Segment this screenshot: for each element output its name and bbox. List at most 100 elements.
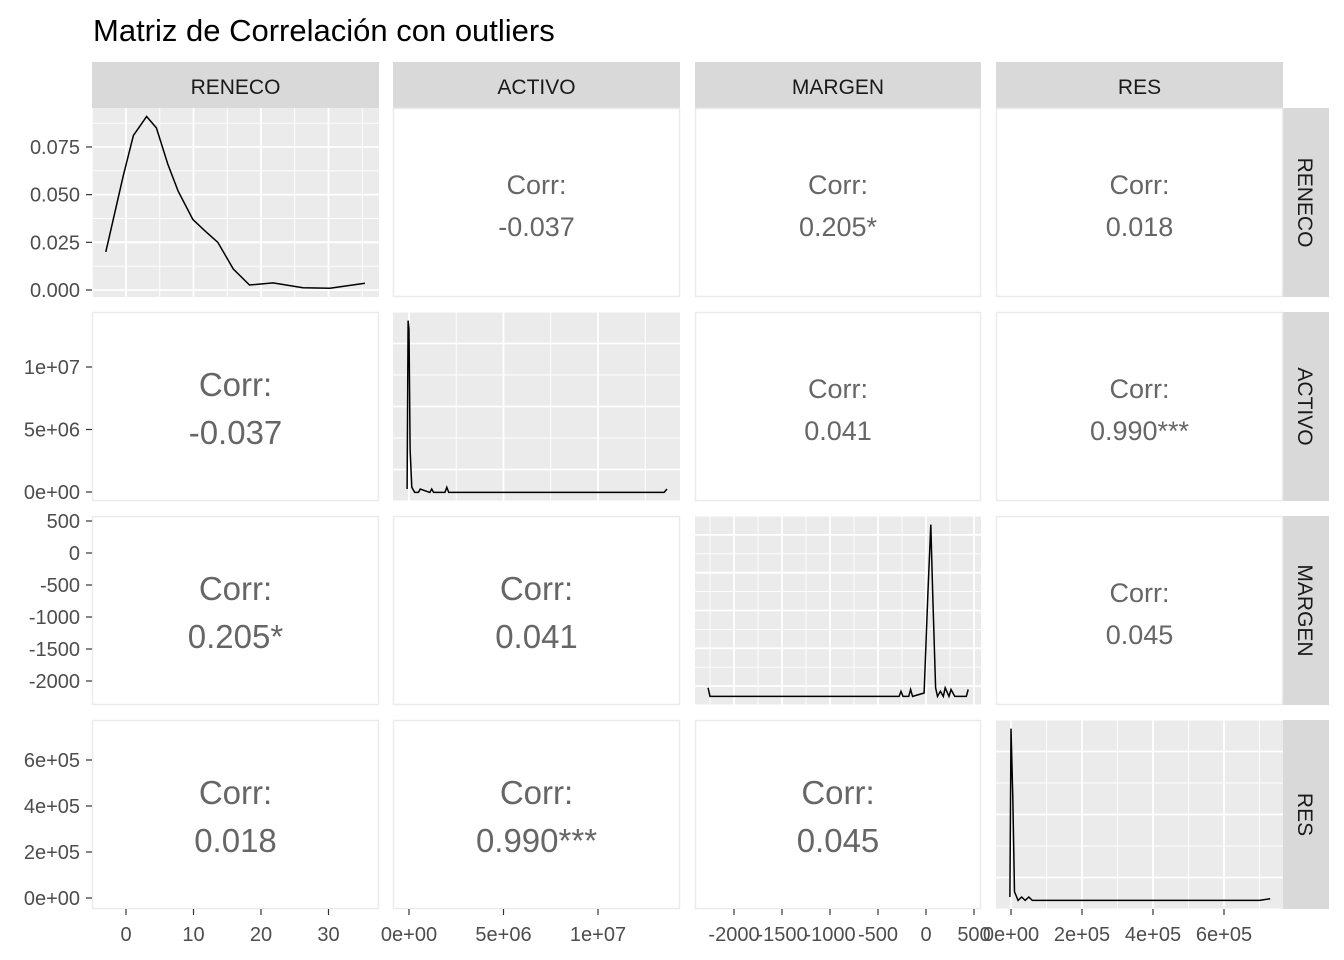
panel-activo-margen: Corr: 0.041 bbox=[694, 311, 982, 502]
strip-top-label-margen: MARGEN bbox=[792, 76, 884, 99]
y-tick-label: 500 bbox=[47, 511, 80, 533]
x-tick-label: -1500 bbox=[756, 924, 807, 946]
y-tick-label: 4e+05 bbox=[24, 796, 80, 818]
corr-label: Corr: bbox=[801, 774, 874, 811]
corr-value: 0.041 bbox=[804, 416, 872, 446]
panel-res-res bbox=[996, 719, 1283, 910]
y-tick-label: 0.000 bbox=[30, 280, 80, 302]
panel-background bbox=[392, 719, 681, 910]
panel-background bbox=[92, 108, 379, 297]
corr-value: 0.205* bbox=[799, 212, 878, 242]
corr-label: Corr: bbox=[808, 374, 868, 404]
y-tick-label: 0e+00 bbox=[24, 482, 80, 504]
strip-top-label-reneco: RENECO bbox=[191, 76, 281, 99]
strip-top-label-activo: ACTIVO bbox=[497, 76, 575, 99]
panel-res-activo: Corr: 0.990*** bbox=[392, 719, 681, 910]
strip-top-label-res: RES bbox=[1118, 76, 1161, 99]
y-tick-label: 0.075 bbox=[30, 137, 80, 159]
corr-label: Corr: bbox=[1110, 578, 1170, 608]
panel-reneco-res: Corr: 0.018 bbox=[995, 107, 1284, 298]
panel-background bbox=[995, 515, 1284, 706]
panel-background bbox=[995, 311, 1284, 502]
x-tick-label: 5e+06 bbox=[475, 924, 531, 946]
x-tick-label: 4e+05 bbox=[1125, 924, 1181, 946]
x-tick-label: 2e+05 bbox=[1054, 924, 1110, 946]
y-tick-label: 0 bbox=[69, 543, 80, 565]
x-tick-label: -500 bbox=[858, 924, 898, 946]
x-tick-label: 0e+00 bbox=[983, 924, 1039, 946]
panel-reneco-margen: Corr: 0.205* bbox=[694, 107, 982, 298]
corr-value: -0.037 bbox=[189, 414, 283, 451]
x-tick-label: 30 bbox=[317, 924, 339, 946]
panel-reneco-reneco bbox=[91, 108, 379, 297]
panel-margen-margen bbox=[695, 515, 981, 706]
density-line-activo bbox=[406, 320, 668, 494]
y-tick-label: -1000 bbox=[29, 607, 80, 629]
y-tick-label: 5e+06 bbox=[24, 420, 80, 442]
strip-right-label-activo: ACTIVO bbox=[1293, 367, 1316, 445]
y-tick-label: -500 bbox=[40, 575, 80, 597]
x-tick-label: -1000 bbox=[804, 924, 855, 946]
x-tick-label: -2000 bbox=[708, 924, 759, 946]
strip-top-margen bbox=[695, 62, 981, 108]
x-tick-label: 6e+05 bbox=[1196, 924, 1252, 946]
panel-background bbox=[91, 311, 380, 502]
y-tick-label: 1e+07 bbox=[24, 357, 80, 379]
y-tick-label: 6e+05 bbox=[24, 750, 80, 772]
y-tick-label: 0e+00 bbox=[24, 888, 80, 910]
panel-res-reneco: Corr: 0.018 bbox=[91, 719, 380, 910]
x-tick-label: 0 bbox=[920, 924, 931, 946]
corr-label: Corr: bbox=[199, 570, 272, 607]
panel-background bbox=[694, 107, 982, 298]
corr-label: Corr: bbox=[1110, 374, 1170, 404]
x-tick-label: 1e+07 bbox=[570, 924, 626, 946]
strip-right-margen bbox=[1283, 516, 1329, 705]
panel-background bbox=[392, 107, 681, 298]
y-tick-label: 2e+05 bbox=[24, 842, 80, 864]
panel-background bbox=[91, 719, 380, 910]
corr-label: Corr: bbox=[500, 774, 573, 811]
panel-background bbox=[392, 515, 681, 706]
corr-label: Corr: bbox=[808, 170, 868, 200]
panel-res-margen: Corr: 0.045 bbox=[694, 719, 982, 910]
panel-background bbox=[995, 107, 1284, 298]
strip-right-label-res: RES bbox=[1293, 793, 1316, 836]
corr-value: 0.045 bbox=[1106, 620, 1174, 650]
corr-label: Corr: bbox=[500, 570, 573, 607]
y-tick-label: 0.050 bbox=[30, 185, 80, 207]
corr-value: -0.037 bbox=[498, 212, 575, 242]
corr-value: 0.041 bbox=[495, 618, 578, 655]
density-line-margen bbox=[707, 524, 969, 699]
panel-margen-res: Corr: 0.045 bbox=[995, 515, 1284, 706]
corr-value: 0.205* bbox=[188, 618, 284, 655]
y-tick-label: -2000 bbox=[29, 671, 80, 693]
panel-activo-activo bbox=[393, 311, 680, 502]
strip-top-activo bbox=[393, 62, 680, 108]
x-tick-label: 10 bbox=[182, 924, 204, 946]
strip-right-res bbox=[1283, 720, 1329, 909]
strip-top-reneco bbox=[92, 62, 379, 108]
corr-label: Corr: bbox=[1110, 170, 1170, 200]
x-tick-label: 20 bbox=[250, 924, 272, 946]
panel-activo-res: Corr: 0.990*** bbox=[995, 311, 1284, 502]
panel-activo-reneco: Corr: -0.037 bbox=[91, 311, 380, 502]
x-tick-label: 500 bbox=[957, 924, 990, 946]
strip-top-res bbox=[996, 62, 1283, 108]
corr-value: 0.018 bbox=[1106, 212, 1174, 242]
panel-margen-activo: Corr: 0.041 bbox=[392, 515, 681, 706]
corr-label: Corr: bbox=[199, 774, 272, 811]
strip-right-reneco bbox=[1283, 108, 1329, 297]
x-tick-label: 0e+00 bbox=[381, 924, 437, 946]
strip-right-activo bbox=[1283, 312, 1329, 501]
strip-right-label-reneco: RENECO bbox=[1293, 158, 1316, 248]
panel-background bbox=[91, 515, 380, 706]
corr-value: 0.045 bbox=[797, 822, 880, 859]
corr-value: 0.990*** bbox=[1090, 416, 1190, 446]
density-line-reneco bbox=[105, 115, 366, 290]
corr-value: 0.018 bbox=[194, 822, 277, 859]
panel-margen-reneco: Corr: 0.205* bbox=[91, 515, 380, 706]
strip-right-label-margen: MARGEN bbox=[1293, 564, 1316, 656]
y-tick-label: -1500 bbox=[29, 639, 80, 661]
panel-background bbox=[694, 311, 982, 502]
